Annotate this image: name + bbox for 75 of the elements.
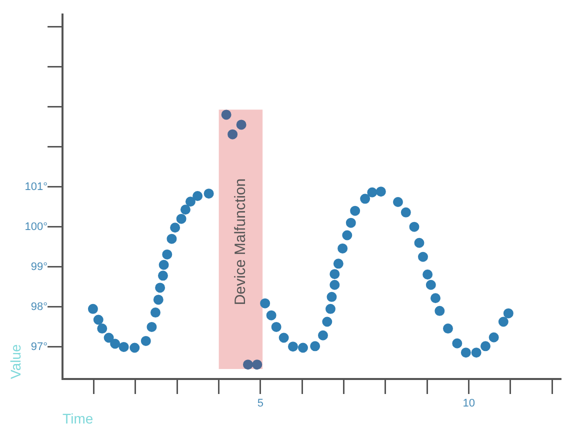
point: [93, 314, 104, 325]
point: [346, 218, 356, 228]
point: [325, 304, 336, 314]
point: [426, 280, 436, 290]
point: [310, 341, 320, 352]
point: [158, 260, 169, 270]
point: [338, 243, 348, 254]
point: [150, 308, 160, 318]
point: [146, 322, 157, 332]
point: [266, 310, 276, 320]
point: [414, 238, 424, 248]
point: [322, 316, 332, 327]
y-tick-label: 97°: [30, 340, 48, 353]
point: [242, 360, 253, 370]
point: [162, 249, 172, 260]
point: [360, 194, 370, 204]
point: [104, 332, 114, 343]
point: [166, 234, 177, 244]
point: [130, 342, 140, 353]
point: [503, 308, 514, 318]
point: [228, 129, 238, 140]
point: [488, 332, 499, 342]
point: [140, 336, 151, 346]
point: [418, 252, 428, 262]
point: [192, 191, 203, 201]
point: [326, 292, 337, 302]
point: [434, 306, 445, 316]
point: [409, 222, 420, 232]
point: [422, 269, 433, 280]
point: [333, 258, 344, 269]
point: [376, 186, 386, 197]
point: [392, 197, 403, 208]
point: [110, 338, 120, 349]
point: [180, 204, 190, 215]
point: [330, 269, 340, 280]
y-tick-label: 99°: [30, 260, 48, 273]
point: [204, 188, 214, 199]
point: [170, 222, 180, 233]
point: [350, 206, 360, 216]
point: [88, 304, 98, 314]
point: [480, 341, 490, 352]
point: [342, 230, 352, 240]
y-tick-label: 98°: [30, 300, 48, 313]
x-tick-label: 5: [257, 398, 264, 410]
point: [298, 342, 308, 353]
point: [288, 342, 298, 352]
point: [278, 332, 289, 343]
point: [221, 110, 232, 120]
point: [460, 348, 471, 358]
point: [430, 293, 440, 304]
point: [498, 316, 508, 327]
y-tick-label: 101°: [24, 180, 48, 193]
point: [260, 298, 270, 308]
point: [330, 280, 340, 290]
x-axis-title: Time: [62, 410, 94, 426]
point: [155, 282, 166, 293]
point: [252, 360, 262, 370]
point: [153, 294, 164, 305]
point: [400, 207, 411, 218]
point: [118, 342, 129, 352]
point: [318, 330, 328, 340]
point: [471, 348, 482, 358]
point: [367, 187, 378, 198]
point: [97, 324, 108, 334]
point: [176, 214, 186, 224]
point: [442, 324, 453, 334]
point: [236, 120, 246, 130]
point: [185, 196, 196, 207]
band-label: Device Malfunction: [232, 178, 249, 306]
point: [158, 270, 168, 281]
point: [271, 322, 282, 332]
x-tick-label: 10: [462, 398, 475, 410]
y-tick-label: 100°: [24, 220, 48, 233]
point: [452, 338, 462, 348]
y-axis-title: Value: [7, 344, 24, 379]
